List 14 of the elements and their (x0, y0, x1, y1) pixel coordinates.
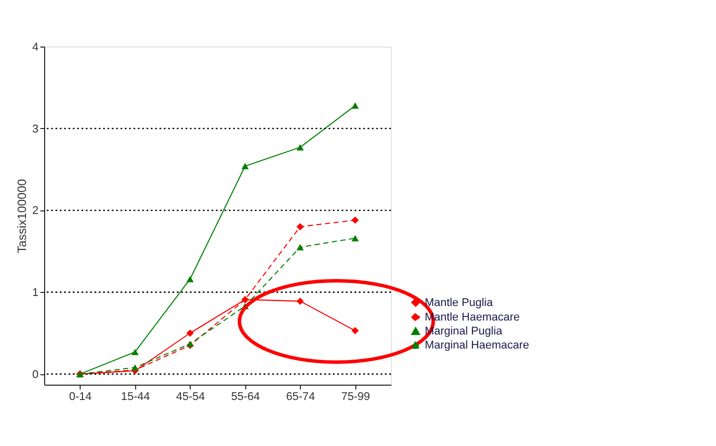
y-tick-label: 1 (32, 287, 39, 300)
y-tick-label: 4 (32, 42, 39, 54)
y-axis-title: Tassix100000 (15, 178, 30, 254)
x-tick-label: 75-99 (341, 390, 370, 403)
x-tick-label: 65-74 (286, 390, 315, 403)
x-tick-label: 45-54 (176, 390, 205, 403)
legend-label: Marginal Haemacare (424, 339, 530, 352)
y-tick-label: 0 (32, 368, 39, 381)
x-tick-label: 55-64 (231, 390, 260, 403)
y-tick-label: 2 (32, 205, 39, 218)
x-tick-label: 0-14 (69, 390, 92, 403)
x-tick-label: 15-44 (121, 390, 150, 403)
y-tick-label: 3 (32, 123, 39, 136)
legend-label: Mantle Puglia (424, 296, 494, 309)
